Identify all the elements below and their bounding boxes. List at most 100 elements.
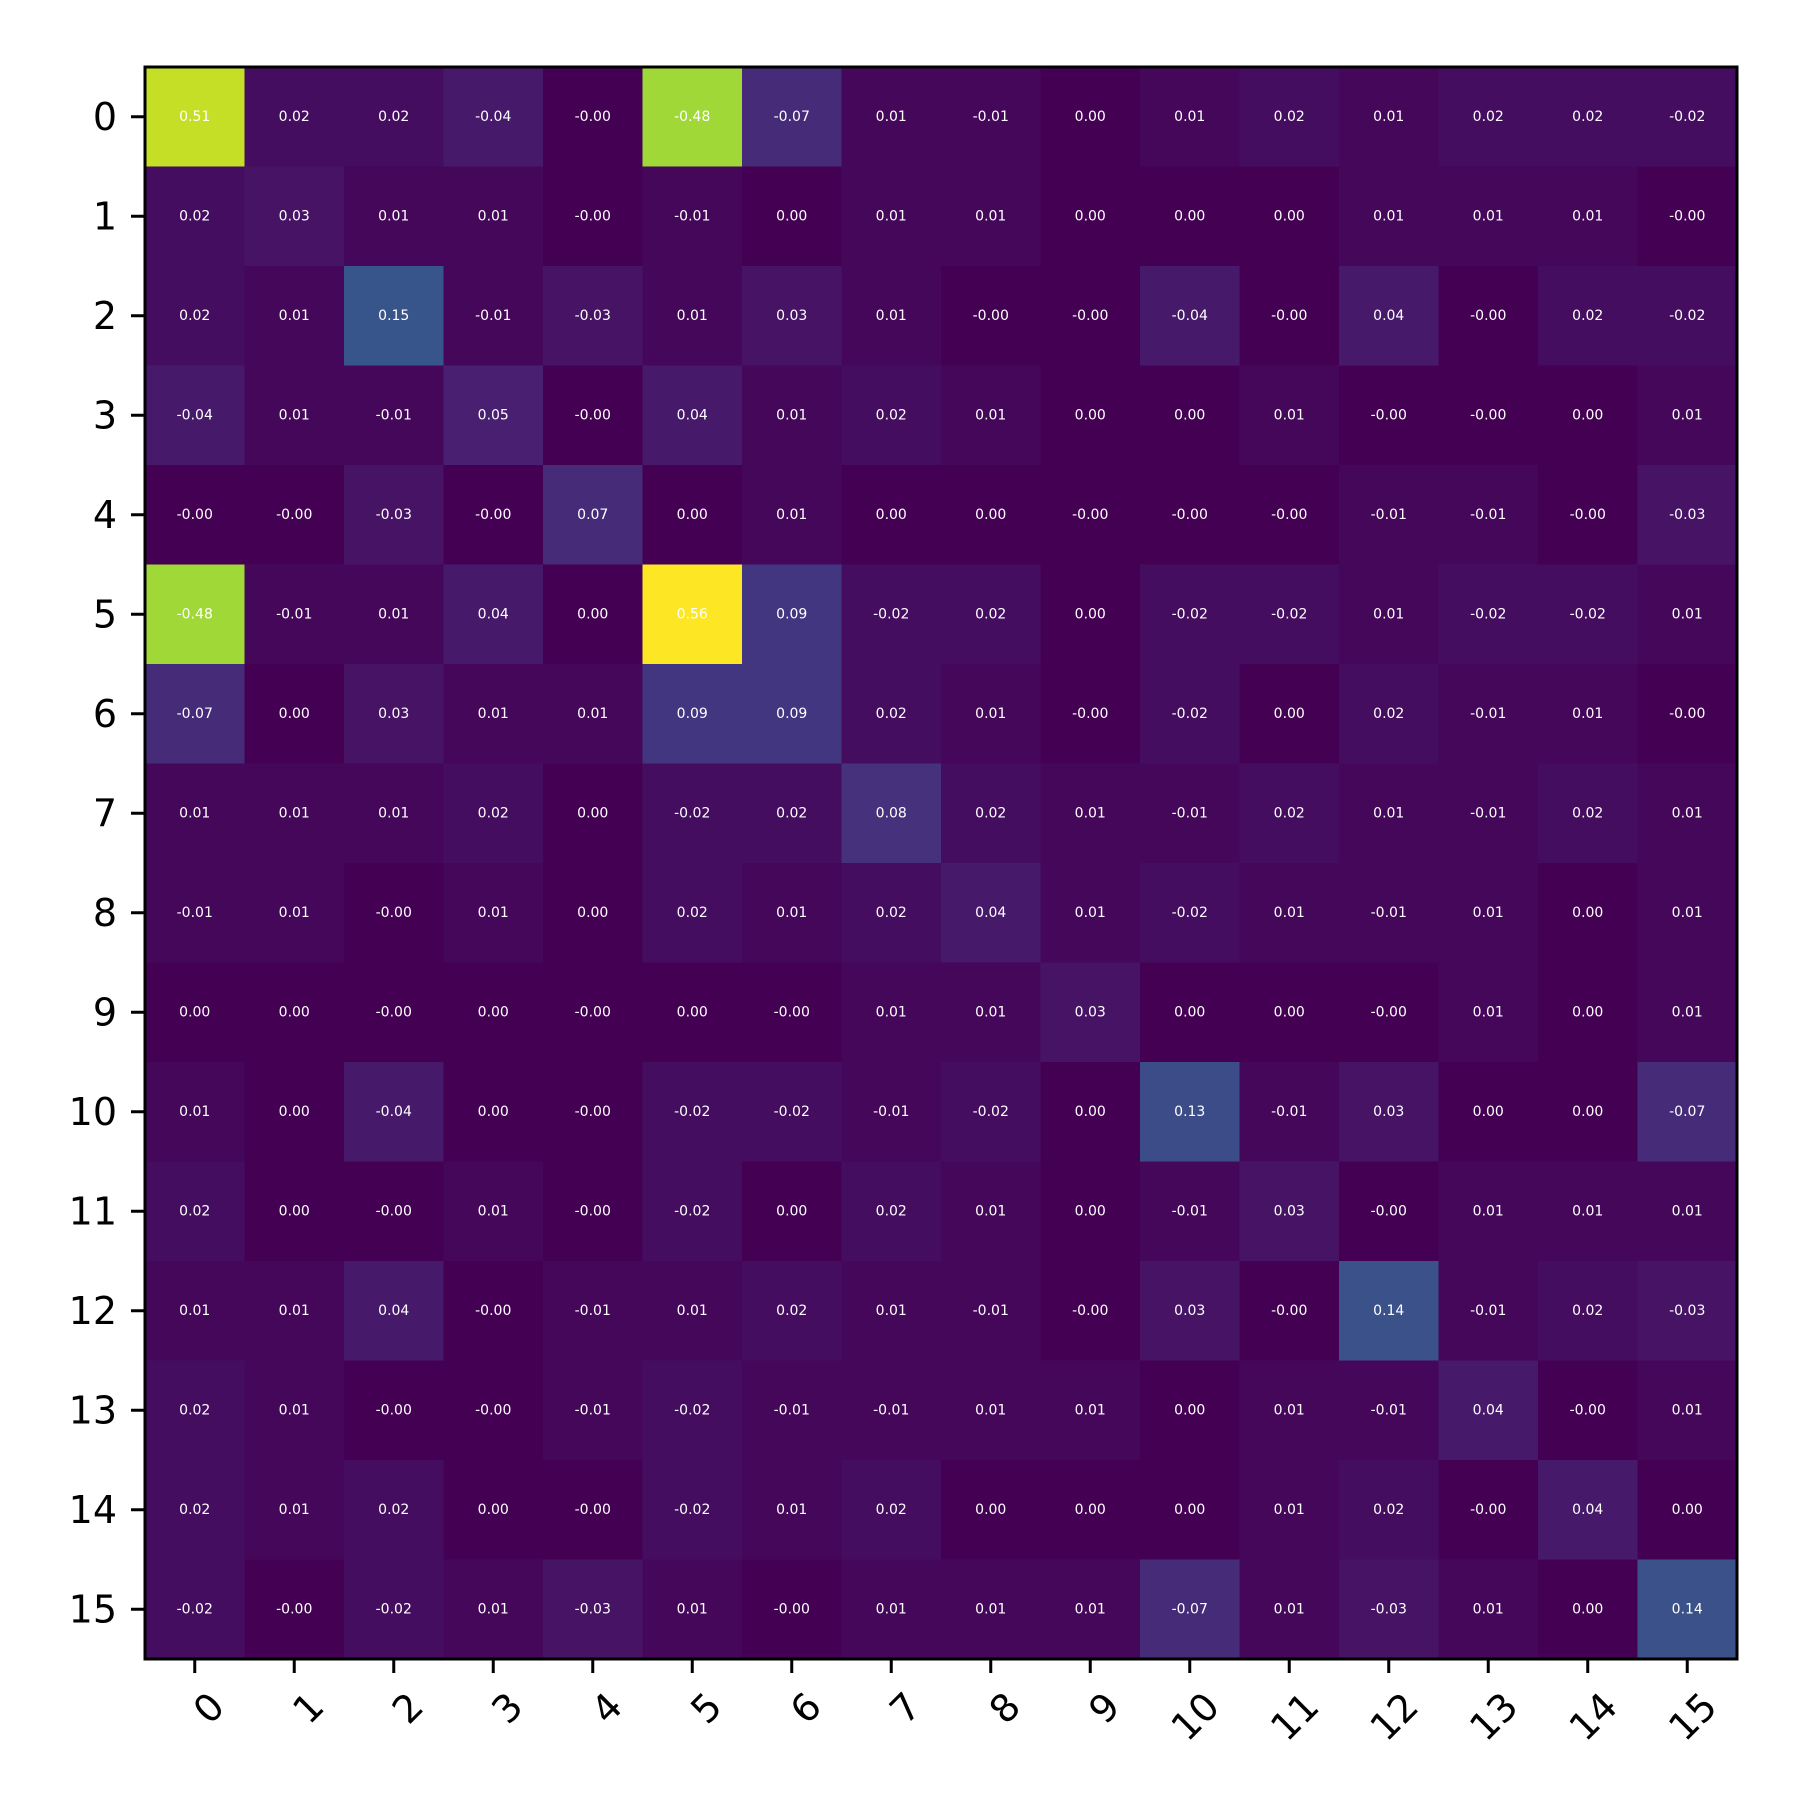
cell-value-label: 0.02 [1473, 109, 1504, 125]
cell-value-label: 0.00 [1672, 1502, 1703, 1518]
heatmap-cell-r6-c5 [642, 664, 743, 764]
x-tick-label: 2 [384, 1684, 432, 1732]
heatmap-cell-r4-c10 [1140, 465, 1240, 565]
y-tick-label: 8 [93, 891, 117, 935]
heatmap-cell-r13-c15 [1637, 1360, 1738, 1461]
heatmap-cell-r8-c13 [1438, 863, 1539, 963]
cell-value-label: -0.00 [376, 1402, 412, 1418]
cell-value-label: 0.01 [1672, 905, 1703, 921]
y-tick-label: 13 [69, 1388, 117, 1432]
heatmap-cell-r8-c9 [1040, 863, 1141, 963]
heatmap-cell-r7-c1 [244, 763, 345, 864]
heatmap-cell-r11-c14 [1538, 1161, 1638, 1262]
cell-value-label: 0.01 [1075, 905, 1106, 921]
cell-value-label: 0.01 [1274, 1502, 1305, 1518]
heatmap-cell-r2-c13 [1438, 266, 1539, 366]
cell-value-label: 0.01 [876, 1601, 907, 1617]
heatmap-cell-r5-c4 [543, 564, 643, 665]
heatmap-cell-r8-c7 [841, 863, 942, 963]
heatmap-cell-r14-c12 [1339, 1460, 1439, 1560]
cell-value-label: 0.03 [776, 308, 807, 324]
cell-value-label: 0.00 [1274, 706, 1305, 722]
cell-value-label: 0.00 [179, 1004, 210, 1020]
heatmap-cell-r4-c6 [742, 465, 842, 565]
cell-value-label: -0.00 [376, 1203, 412, 1219]
cell-value-label: -0.00 [1570, 507, 1606, 523]
cell-value-label: 0.01 [1672, 1004, 1703, 1020]
cell-value-label: -0.00 [1271, 1303, 1307, 1319]
cell-value-label: 0.03 [1174, 1303, 1205, 1319]
heatmap-cell-r6-c7 [841, 664, 942, 764]
cell-value-label: -0.03 [1669, 507, 1705, 523]
cell-value-label: 0.00 [677, 507, 708, 523]
cell-value-label: -0.00 [774, 1601, 810, 1617]
heatmap-cell-r9-c1 [244, 962, 345, 1063]
cell-value-label: 0.00 [1174, 1502, 1205, 1518]
heatmap-cell-r6-c8 [941, 664, 1041, 764]
heatmap-cell-r9-c5 [642, 962, 743, 1063]
cell-value-label: -0.01 [873, 1402, 909, 1418]
cell-value-label: -0.00 [575, 1104, 611, 1120]
cell-value-label: 0.09 [677, 706, 708, 722]
cell-value-label: 0.02 [179, 1502, 210, 1518]
heatmap-cell-r4-c4 [543, 465, 643, 565]
heatmap-cell-r5-c14 [1538, 564, 1638, 665]
cell-value-label: 0.01 [776, 407, 807, 423]
heatmap-cell-r10-c9 [1040, 1062, 1141, 1162]
heatmap-cell-r11-c15 [1637, 1161, 1738, 1262]
heatmap-cell-r11-c3 [443, 1161, 544, 1262]
heatmap-cell-r12-c1 [244, 1261, 345, 1361]
heatmap-cell-r14-c13 [1438, 1460, 1539, 1560]
heatmap-cell-r9-c6 [742, 962, 842, 1063]
heatmap-cell-r3-c0 [145, 365, 245, 466]
cell-value-label: -0.02 [1172, 905, 1208, 921]
heatmap-cell-r10-c2 [344, 1062, 444, 1162]
x-tick-label: 12 [1362, 1684, 1427, 1749]
cell-value-label: 0.01 [279, 308, 310, 324]
heatmap-cell-r9-c3 [443, 962, 544, 1063]
cell-value-label: -0.00 [276, 1601, 312, 1617]
cell-value-label: -0.00 [1371, 407, 1407, 423]
heatmap-cell-r0-c7 [841, 67, 942, 167]
cell-value-label: 0.01 [1373, 805, 1404, 821]
heatmap-cell-r5-c0 [145, 564, 245, 665]
cell-value-label: 0.01 [478, 706, 509, 722]
heatmap-cell-r10-c5 [642, 1062, 743, 1162]
cell-value-label: 0.02 [279, 109, 310, 125]
heatmap-cell-r0-c6 [742, 67, 842, 167]
y-tick-label: 7 [93, 791, 117, 835]
cell-value-label: -0.01 [1470, 805, 1506, 821]
cell-value-label: 0.01 [1373, 606, 1404, 622]
heatmap-cell-r0-c9 [1040, 67, 1141, 167]
heatmap-cell-r14-c4 [543, 1460, 643, 1560]
cell-value-label: 0.04 [677, 407, 708, 423]
x-tick-label: 9 [1080, 1684, 1128, 1732]
heatmap-cell-r5-c11 [1239, 564, 1340, 665]
heatmap-cells [145, 67, 1738, 1660]
cell-value-label: 0.02 [1572, 308, 1603, 324]
heatmap-cell-r7-c7 [841, 763, 942, 864]
cell-value-label: -0.01 [774, 1402, 810, 1418]
cell-value-label: -0.00 [1470, 407, 1506, 423]
cell-value-label: -0.07 [1669, 1104, 1705, 1120]
cell-value-label: -0.00 [1271, 308, 1307, 324]
heatmap-cell-r7-c8 [941, 763, 1041, 864]
heatmap-cell-r9-c7 [841, 962, 942, 1063]
y-tick-label: 2 [93, 294, 117, 338]
cell-value-label: -0.01 [475, 308, 511, 324]
cell-value-label: 0.00 [1075, 407, 1106, 423]
heatmap-cell-r9-c4 [543, 962, 643, 1063]
heatmap-cell-r6-c0 [145, 664, 245, 764]
cell-value-label: 0.00 [975, 1502, 1006, 1518]
cell-value-label: 0.01 [1373, 208, 1404, 224]
x-tick-label: 5 [682, 1684, 730, 1732]
heatmap-cell-r15-c8 [941, 1559, 1041, 1660]
cell-value-label: -0.01 [1172, 805, 1208, 821]
heatmap-cell-r7-c10 [1140, 763, 1240, 864]
heatmap-cell-r12-c15 [1637, 1261, 1738, 1361]
heatmap-cell-r7-c2 [344, 763, 444, 864]
cell-value-label: 0.00 [478, 1004, 509, 1020]
cell-value-label: -0.00 [475, 1402, 511, 1418]
cell-value-label: 0.01 [478, 208, 509, 224]
cell-value-label: 0.01 [1174, 109, 1205, 125]
